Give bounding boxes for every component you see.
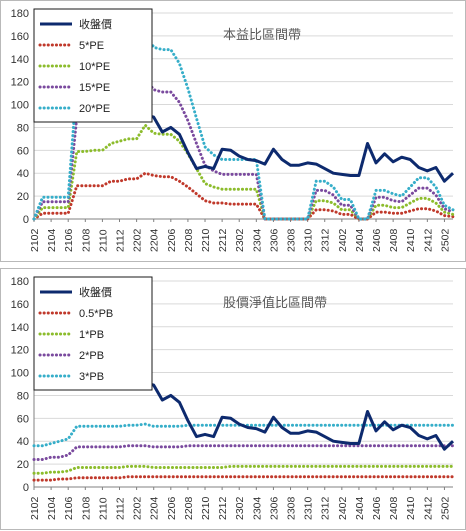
y-tick-label: 180 (11, 8, 29, 20)
x-tick-label: 2208 (183, 228, 195, 252)
x-tick-label: 2108 (80, 228, 92, 252)
chart-title: 股價淨值比區間帶 (223, 295, 327, 310)
x-tick-label: 2304 (251, 496, 263, 520)
x-tick-label: 2302 (234, 228, 246, 252)
x-tick-label: 2412 (422, 228, 434, 252)
legend-label: 2*PB (79, 350, 104, 362)
y-tick-label: 40 (17, 168, 29, 180)
y-tick-label: 100 (11, 100, 29, 112)
series-line-2 (32, 475, 455, 482)
legend-label: 0.5*PB (79, 308, 113, 320)
series-line-4 (32, 76, 455, 221)
y-tick-label: 60 (17, 145, 29, 157)
y-tick-label: 80 (17, 390, 29, 402)
x-tick-label: 2410 (405, 228, 417, 252)
y-tick-label: 160 (11, 299, 29, 311)
y-tick-label: 140 (11, 322, 29, 334)
pb-band-chart: 0 20 40 60 80 100 120 140 160 180 2102 2104 2106 2108… (0, 268, 466, 530)
y-tick-label: 140 (11, 54, 29, 66)
x-tick-label: 2112 (115, 497, 127, 520)
x-tick-label: 2408 (388, 228, 400, 252)
x-tick-label: 2402 (337, 496, 349, 520)
x-tick-label: 2406 (371, 496, 383, 520)
legend-label: 20*PE (79, 103, 110, 115)
x-tick-label: 2110 (97, 229, 109, 252)
x-tick-label: 2502 (439, 496, 451, 520)
pb-band-chart-svg: 0 20 40 60 80 100 120 140 160 180 2102 2104 2106 2108… (11, 276, 455, 520)
x-tick-label: 2412 (422, 496, 434, 520)
pe-band-chart-svg: 0 20 40 60 80 100 120 140 160 180 2102 2104 2106 2108… (11, 8, 455, 252)
x-tick-label: 2202 (132, 228, 144, 252)
series-line-3 (32, 464, 455, 475)
y-tick-label: 0 (23, 214, 29, 226)
legend-label: 5*PE (79, 40, 104, 52)
x-tick-label: 2108 (80, 496, 92, 520)
x-tick-label: 2310 (303, 228, 315, 252)
x-tick-label: 2502 (439, 228, 451, 252)
y-tick-label: 120 (11, 345, 29, 357)
chart-title: 本益比區間帶 (223, 27, 301, 42)
x-tick-label: 2304 (251, 228, 263, 252)
x-tick-label: 2102 (29, 496, 41, 520)
x-tick-label: 2210 (200, 496, 212, 520)
x-tick-label: 2408 (388, 496, 400, 520)
x-tick-label: 2302 (234, 496, 246, 520)
series-line-3 (32, 123, 455, 221)
x-tick-label: 2106 (63, 228, 75, 252)
legend-label: 10*PE (79, 61, 110, 73)
x-tick-label: 2104 (46, 496, 58, 520)
y-tick-label: 100 (11, 368, 29, 380)
y-tick-label: 60 (17, 413, 29, 425)
series-line-1 (119, 88, 455, 183)
x-tick-label: 2308 (286, 496, 298, 520)
x-tick-label: 2102 (29, 228, 41, 252)
x-tick-label: 2204 (149, 496, 161, 520)
x-tick-label: 2110 (97, 497, 109, 520)
legend-label: 15*PE (79, 82, 110, 94)
y-tick-label: 20 (17, 459, 29, 471)
x-tick-label: 2208 (183, 496, 195, 520)
y-tick-label: 20 (17, 191, 29, 203)
x-tick-label: 2410 (405, 496, 417, 520)
x-tick-label: 2406 (371, 228, 383, 252)
x-tick-label: 2310 (303, 496, 315, 520)
x-tick-label: 2212 (217, 228, 229, 252)
x-tick-label: 2206 (166, 228, 178, 252)
x-tick-label: 2202 (132, 496, 144, 520)
x-tick-label: 2206 (166, 496, 178, 520)
series-line-4 (32, 444, 455, 461)
x-tick-label: 2306 (268, 228, 280, 252)
x-tick-label: 2212 (217, 496, 229, 520)
x-tick-label: 2402 (337, 228, 349, 252)
x-tick-label: 2104 (46, 228, 58, 252)
legend-label: 1*PB (79, 329, 104, 341)
legend-label: 3*PB (79, 371, 104, 383)
x-tick-label: 2306 (268, 496, 280, 520)
x-tick-label: 2106 (63, 496, 75, 520)
legend-label: 收盤價 (79, 17, 112, 31)
x-tick-label: 2210 (200, 228, 212, 252)
y-tick-label: 160 (11, 31, 29, 43)
x-tick-label: 2312 (320, 496, 332, 520)
y-tick-label: 120 (11, 77, 29, 89)
x-tick-label: 2404 (354, 496, 366, 520)
pe-band-chart: 0 20 40 60 80 100 120 140 160 180 2102 2104 2106 2108… (0, 0, 466, 262)
y-tick-label: 0 (23, 482, 29, 494)
legend-label: 收盤價 (79, 285, 112, 299)
series-line-2 (32, 171, 455, 221)
x-tick-label: 2204 (149, 228, 161, 252)
x-tick-label: 2308 (286, 228, 298, 252)
y-tick-label: 80 (17, 122, 29, 134)
y-tick-label: 180 (11, 276, 29, 288)
x-tick-label: 2312 (320, 228, 332, 252)
x-tick-label: 2112 (115, 229, 127, 252)
y-tick-label: 40 (17, 436, 29, 448)
x-tick-label: 2404 (354, 228, 366, 252)
